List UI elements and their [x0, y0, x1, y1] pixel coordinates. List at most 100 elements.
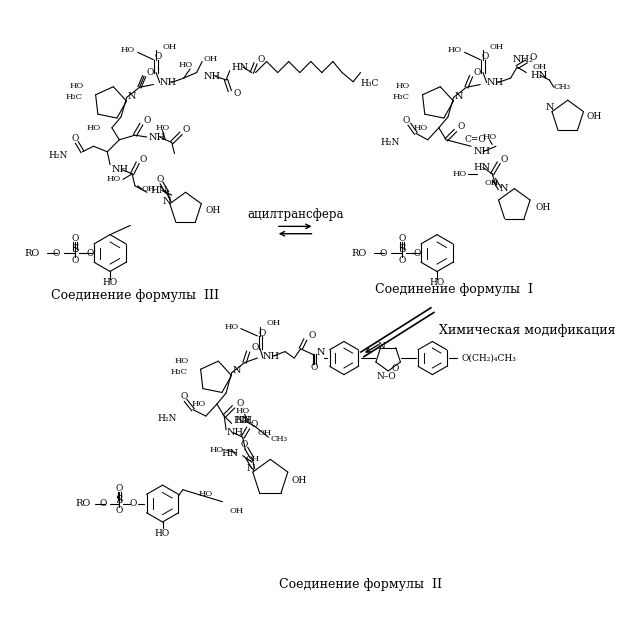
Text: O: O: [234, 89, 241, 98]
Text: HO: HO: [174, 357, 188, 365]
Text: O: O: [116, 507, 123, 515]
Text: O: O: [241, 440, 248, 449]
Text: O: O: [403, 116, 410, 125]
Text: HO: HO: [236, 407, 250, 416]
Text: O: O: [236, 399, 244, 407]
Text: H₂N: H₂N: [48, 151, 68, 160]
Text: OH: OH: [533, 63, 547, 71]
Text: NH: NH: [112, 165, 129, 173]
Text: OH: OH: [206, 206, 221, 215]
Text: O: O: [308, 331, 316, 341]
Text: O: O: [100, 499, 108, 508]
Text: Соединение формулы  I: Соединение формулы I: [376, 283, 534, 296]
Text: O: O: [392, 364, 399, 373]
Text: HO: HO: [86, 124, 101, 132]
Text: O: O: [380, 248, 387, 258]
Text: RO: RO: [352, 248, 367, 258]
Text: N: N: [545, 103, 554, 112]
Text: S: S: [398, 245, 406, 255]
Text: O: O: [250, 420, 257, 429]
Text: HO: HO: [225, 323, 239, 331]
Text: HO: HO: [69, 82, 83, 90]
Text: HO: HO: [452, 170, 467, 178]
Text: HO: HO: [107, 175, 121, 183]
Text: HO: HO: [102, 278, 118, 287]
Text: O: O: [72, 134, 79, 144]
Text: O: O: [156, 175, 163, 184]
Text: HO: HO: [447, 46, 462, 54]
Text: HO: HO: [483, 133, 497, 141]
Text: HO: HO: [179, 61, 193, 69]
Text: OH: OH: [536, 203, 551, 212]
Text: OH: OH: [141, 185, 156, 193]
Text: N: N: [163, 197, 171, 206]
Text: Соединение формулы  III: Соединение формулы III: [51, 289, 219, 302]
Text: CH₃: CH₃: [270, 435, 287, 443]
Text: HO: HO: [429, 278, 445, 287]
Text: HN: HN: [232, 62, 249, 72]
Text: O: O: [252, 343, 259, 353]
Text: OH: OH: [230, 507, 244, 515]
Text: N: N: [500, 184, 508, 193]
Text: O: O: [72, 234, 79, 243]
Text: HO: HO: [155, 529, 170, 537]
Text: HO: HO: [396, 82, 410, 90]
Text: O: O: [259, 329, 266, 338]
Text: O: O: [474, 68, 481, 77]
Text: O: O: [154, 52, 162, 61]
Text: HN: HN: [531, 71, 548, 80]
Text: H₂N: H₂N: [157, 414, 177, 423]
Text: O: O: [398, 256, 406, 265]
Text: H₃C: H₃C: [170, 368, 188, 376]
Text: HO: HO: [210, 446, 224, 454]
Text: H₃C: H₃C: [392, 94, 410, 102]
Text: O: O: [257, 55, 265, 64]
Text: O: O: [129, 499, 137, 508]
Text: O: O: [116, 484, 123, 494]
Text: O: O: [140, 155, 147, 163]
Text: O: O: [143, 116, 150, 125]
Text: H₂N: H₂N: [381, 138, 400, 147]
Text: HO: HO: [413, 124, 428, 132]
Text: N: N: [378, 343, 386, 351]
Text: O: O: [147, 68, 154, 77]
Text: OH: OH: [490, 43, 504, 51]
Text: NH: NH: [148, 132, 166, 142]
Text: O: O: [311, 363, 318, 372]
Text: NH: NH: [160, 78, 177, 87]
Text: HN: HN: [474, 163, 491, 172]
Text: H₃C: H₃C: [65, 94, 83, 102]
Text: O: O: [529, 53, 536, 62]
Text: NH: NH: [474, 147, 491, 156]
Text: O: O: [413, 248, 420, 258]
Text: HO: HO: [156, 124, 170, 132]
Text: O: O: [481, 52, 488, 61]
Text: OH: OH: [267, 319, 281, 327]
Text: N: N: [246, 464, 255, 473]
Text: O(CH₂)₄CH₃: O(CH₂)₄CH₃: [462, 354, 516, 363]
Text: NH: NH: [263, 352, 280, 361]
Text: NH: NH: [236, 416, 252, 425]
Text: O: O: [398, 234, 406, 243]
Text: O: O: [183, 125, 190, 134]
Text: H₃C: H₃C: [360, 79, 379, 88]
Text: S: S: [115, 495, 123, 505]
Text: N–O: N–O: [376, 372, 396, 381]
Text: O: O: [72, 256, 79, 265]
Text: O: O: [457, 122, 465, 132]
Text: N: N: [232, 366, 241, 376]
Text: O: O: [180, 392, 188, 401]
Text: O: O: [86, 248, 93, 258]
Text: OH: OH: [257, 429, 271, 437]
Text: OH: OH: [245, 456, 260, 464]
Text: OH: OH: [291, 476, 307, 485]
Text: HN: HN: [222, 449, 239, 458]
Text: N: N: [127, 92, 136, 101]
Text: OH: OH: [163, 43, 177, 51]
Text: NH: NH: [226, 428, 243, 437]
Text: NH: NH: [486, 78, 504, 87]
Text: ацилтрансфера: ацилтрансфера: [247, 208, 344, 221]
Text: Химическая модификация: Химическая модификация: [439, 324, 615, 337]
Text: N: N: [454, 92, 463, 101]
Text: HN: HN: [234, 416, 251, 425]
